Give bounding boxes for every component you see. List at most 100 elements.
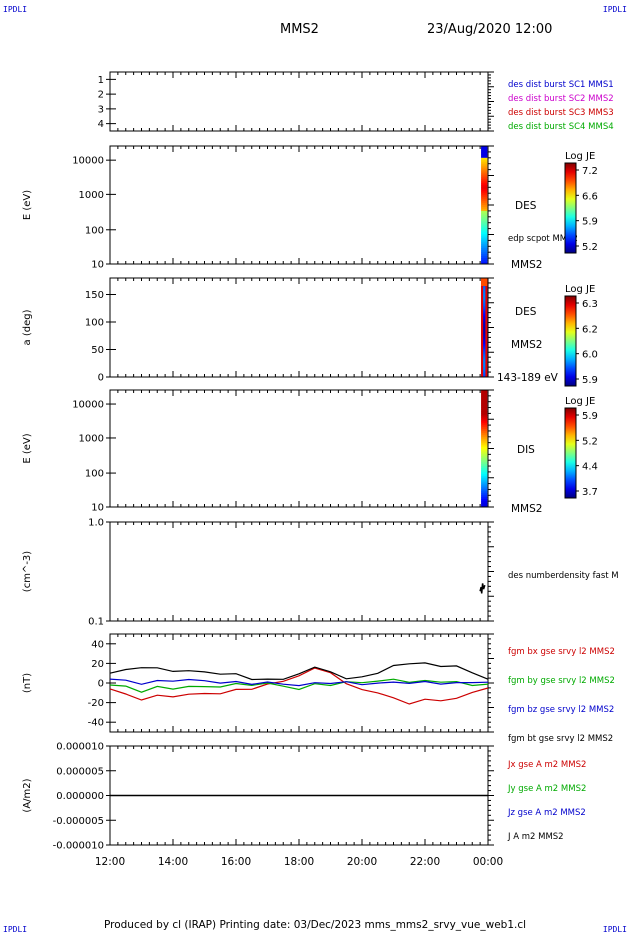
spectrogram-cell <box>481 337 488 340</box>
spectrogram-cell <box>481 375 488 378</box>
spectrogram-cell <box>481 163 488 167</box>
spectrogram-cell <box>481 214 488 218</box>
y-tick-label: 10000 <box>72 400 104 411</box>
spectrogram-cell <box>481 296 488 299</box>
spectrogram-cell <box>481 322 488 325</box>
spectrogram-cell <box>481 436 488 440</box>
colorbar-tick-label: 5.9 <box>582 217 598 228</box>
spectrogram-cell <box>481 319 488 322</box>
spectrogram-cell <box>481 405 488 409</box>
spectrogram-label: DES <box>515 306 537 318</box>
colorbar-tick-label: 3.7 <box>582 487 598 498</box>
spectrogram-cell <box>481 185 488 188</box>
spectrogram-cell <box>481 462 488 465</box>
spectrogram-cell <box>481 299 488 302</box>
spectrogram-cell <box>481 307 488 310</box>
spectrogram-cell <box>481 206 488 210</box>
spectrogram-cell <box>481 187 488 190</box>
y-axis-label: (cm^-3) <box>22 551 33 592</box>
y-tick-label: 2 <box>98 90 104 101</box>
corner-label-br: IPDLI <box>602 925 627 934</box>
spectrogram-cell <box>481 401 488 405</box>
y-tick-label: 100 <box>85 225 104 236</box>
spectrogram-cell <box>481 458 488 461</box>
spectrogram-cell <box>481 466 488 469</box>
spectrogram-cell <box>481 432 488 436</box>
y-axis-label: (A/m2) <box>22 778 33 812</box>
corner-label-tr: IPDLI <box>602 5 627 14</box>
panel-frame <box>109 277 489 378</box>
spectrogram-cell <box>481 446 488 449</box>
x-tick-label: 14:00 <box>158 856 188 868</box>
spectrogram-cell <box>481 230 488 234</box>
spectrogram-cell <box>481 325 488 328</box>
spectrogram-cell <box>481 157 488 161</box>
spectrogram-cell <box>481 175 488 178</box>
spectrogram-cell <box>481 151 488 155</box>
spacecraft-label: MMS2 <box>511 339 542 351</box>
y-tick-label: 0.000005 <box>56 766 104 777</box>
spectrogram-cell <box>481 434 488 438</box>
spectrogram-cell <box>481 452 488 455</box>
x-tick-label: 20:00 <box>347 856 377 868</box>
spectrogram-cell <box>481 314 488 317</box>
spectrogram-cell <box>481 294 488 297</box>
y-axis-label: E (eV) <box>22 433 33 463</box>
spectrogram-cell <box>481 278 484 377</box>
panel-frame <box>109 71 489 132</box>
overlay-label: edp scpot MMS2 <box>508 234 578 244</box>
spectrogram-cell <box>481 415 488 418</box>
spectrogram-cell <box>481 399 488 403</box>
spectrogram-cell <box>481 260 488 263</box>
spectrogram-cell <box>481 329 488 332</box>
spectrogram-cell <box>481 222 488 226</box>
spectrogram-cell <box>481 357 488 360</box>
y-tick-label: 50 <box>91 345 104 356</box>
spectrogram-cell <box>481 350 488 353</box>
spectrogram-cell <box>481 430 488 434</box>
corner-label-bl: IPDLI <box>3 925 28 934</box>
spectrogram-cell <box>481 311 488 314</box>
legend-entry: des dist burst SC1 MMS1 <box>508 80 614 90</box>
spectrogram-cell <box>481 367 488 370</box>
field-series-bt <box>109 662 489 681</box>
spectrogram-cell <box>481 352 488 355</box>
spectrogram-cell <box>481 413 488 416</box>
spectrogram-cell <box>481 228 488 232</box>
spectrogram-cell <box>481 425 488 428</box>
y-tick-label: 1000 <box>79 433 104 444</box>
spectrogram-cell <box>481 242 488 245</box>
spectrogram-cell <box>481 360 488 363</box>
spectrogram-cell <box>481 250 488 253</box>
y-axis-label: a (deg) <box>22 309 33 345</box>
colorbar-tick-label: 7.2 <box>582 166 598 177</box>
spectrogram-cell <box>481 181 488 184</box>
spectrogram-cell <box>481 244 488 247</box>
legend-entry: J A m2 MMS2 <box>507 832 564 842</box>
x-tick-label: 18:00 <box>284 856 314 868</box>
spectrogram-cell <box>481 289 488 292</box>
y-tick-label: 100 <box>85 469 104 480</box>
spectrogram-cell <box>481 417 488 420</box>
spectrogram-cell <box>481 232 488 235</box>
spectrogram-cell <box>481 224 488 228</box>
spectrogram-cell <box>481 423 488 426</box>
spacecraft-title: MMS2 <box>280 22 319 37</box>
spectrogram-cell <box>481 149 488 153</box>
spectrogram-cell <box>481 339 488 342</box>
spectrogram-cell <box>481 226 488 230</box>
colorbar-title: Log JE <box>565 396 595 407</box>
y-tick-label: -20 <box>88 698 104 709</box>
spectrogram-cell <box>481 464 488 467</box>
spectrogram-cell <box>481 301 488 304</box>
spectrogram-cell <box>481 240 488 243</box>
footer-credits: Produced by cl (IRAP) Printing date: 03/… <box>103 919 527 931</box>
colorbar <box>564 162 577 254</box>
spectrogram-cell <box>481 403 488 407</box>
spectrogram-cell <box>481 473 488 477</box>
colorbar-tick-label: 6.3 <box>582 299 598 310</box>
spectrogram-cell <box>481 440 488 444</box>
spectrogram-cell <box>481 487 488 490</box>
spectrogram-cell <box>481 167 488 171</box>
